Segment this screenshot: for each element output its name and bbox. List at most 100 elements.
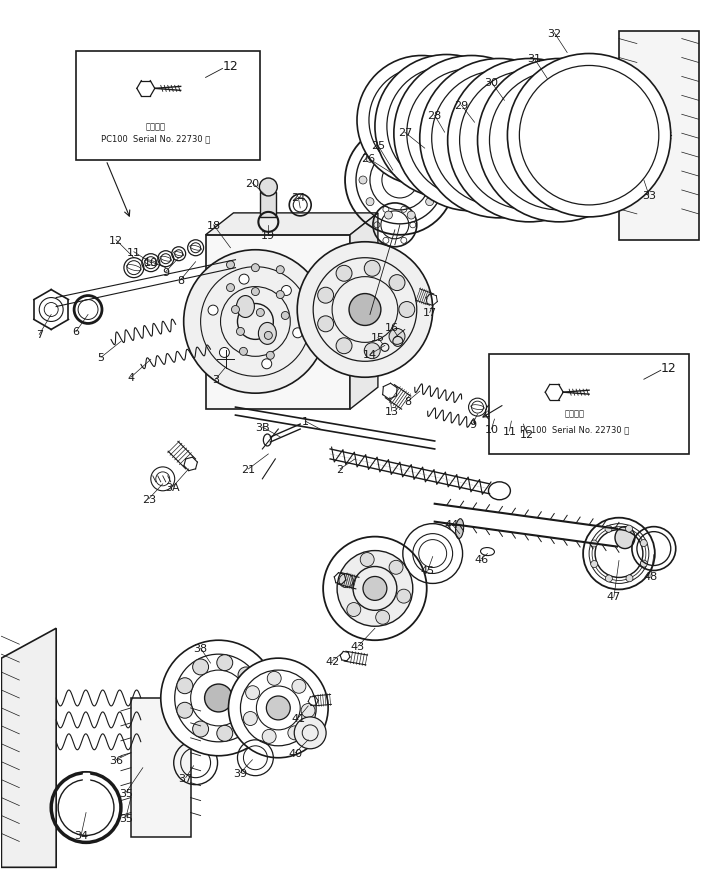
Text: 43: 43 xyxy=(351,642,365,651)
Circle shape xyxy=(389,276,405,291)
Text: 10: 10 xyxy=(144,257,158,268)
Text: 8: 8 xyxy=(177,276,184,285)
Circle shape xyxy=(360,553,374,567)
Text: 6: 6 xyxy=(73,327,80,337)
Text: 3B: 3B xyxy=(255,422,270,433)
Text: 3: 3 xyxy=(212,375,219,385)
Circle shape xyxy=(364,261,380,277)
Polygon shape xyxy=(131,698,190,838)
Circle shape xyxy=(208,306,218,316)
Text: 45: 45 xyxy=(421,565,435,576)
Circle shape xyxy=(228,658,328,758)
Text: 15: 15 xyxy=(371,333,385,343)
Text: 39: 39 xyxy=(233,768,247,778)
Circle shape xyxy=(640,560,647,567)
Text: 11: 11 xyxy=(503,427,516,436)
Circle shape xyxy=(247,690,262,706)
Circle shape xyxy=(257,309,265,317)
Text: 12: 12 xyxy=(222,60,238,73)
Bar xyxy=(260,193,277,218)
Circle shape xyxy=(177,702,193,718)
Circle shape xyxy=(282,313,289,320)
Circle shape xyxy=(407,212,415,220)
Circle shape xyxy=(238,713,254,729)
Circle shape xyxy=(262,359,272,370)
Text: PC100  Serial No. 22730 ～: PC100 Serial No. 22730 ～ xyxy=(101,134,210,143)
Text: 37: 37 xyxy=(178,773,193,783)
Circle shape xyxy=(238,667,254,683)
Circle shape xyxy=(243,712,257,725)
Circle shape xyxy=(336,266,352,282)
Bar xyxy=(490,355,689,455)
Circle shape xyxy=(318,316,334,333)
Circle shape xyxy=(626,575,633,582)
Text: 12: 12 xyxy=(520,429,535,440)
Circle shape xyxy=(433,176,441,184)
Circle shape xyxy=(431,71,567,206)
Circle shape xyxy=(265,332,272,340)
Circle shape xyxy=(407,142,415,150)
Circle shape xyxy=(364,343,380,359)
Text: 31: 31 xyxy=(528,54,541,64)
Ellipse shape xyxy=(488,482,511,500)
Text: 13: 13 xyxy=(385,407,399,417)
Text: 19: 19 xyxy=(261,231,275,241)
Circle shape xyxy=(399,302,415,318)
Circle shape xyxy=(323,537,426,640)
Circle shape xyxy=(239,275,249,284)
Circle shape xyxy=(267,696,290,720)
Circle shape xyxy=(478,60,641,223)
Circle shape xyxy=(366,155,374,163)
Circle shape xyxy=(240,348,247,356)
Text: 26: 26 xyxy=(361,154,375,164)
Text: 3A: 3A xyxy=(165,482,180,493)
Polygon shape xyxy=(619,32,699,241)
Circle shape xyxy=(591,561,597,568)
Circle shape xyxy=(426,198,434,206)
Text: 9: 9 xyxy=(162,267,169,277)
Circle shape xyxy=(363,577,387,601)
Circle shape xyxy=(318,288,334,304)
Circle shape xyxy=(193,659,209,675)
Circle shape xyxy=(640,540,647,547)
Text: 10: 10 xyxy=(484,425,498,435)
Circle shape xyxy=(448,60,611,223)
Circle shape xyxy=(252,288,260,296)
Polygon shape xyxy=(350,213,378,410)
Circle shape xyxy=(267,352,275,360)
Circle shape xyxy=(232,306,240,314)
Ellipse shape xyxy=(263,435,272,446)
Text: 25: 25 xyxy=(371,141,385,151)
Circle shape xyxy=(277,291,284,299)
Text: 28: 28 xyxy=(428,112,442,121)
Text: 12: 12 xyxy=(109,235,123,246)
Text: 21: 21 xyxy=(242,464,255,474)
Circle shape xyxy=(508,54,671,218)
Ellipse shape xyxy=(615,527,635,549)
Circle shape xyxy=(267,672,281,686)
Text: 18: 18 xyxy=(207,220,220,231)
Text: 9: 9 xyxy=(469,420,476,429)
Circle shape xyxy=(282,286,292,296)
Circle shape xyxy=(277,266,284,274)
Text: 11: 11 xyxy=(127,248,141,257)
Polygon shape xyxy=(1,629,56,867)
Ellipse shape xyxy=(456,519,463,539)
Circle shape xyxy=(387,68,506,187)
Circle shape xyxy=(397,589,411,603)
Circle shape xyxy=(184,250,327,393)
Circle shape xyxy=(394,56,549,212)
Text: 42: 42 xyxy=(325,657,339,666)
Circle shape xyxy=(288,726,302,740)
Text: 44: 44 xyxy=(444,519,458,529)
Circle shape xyxy=(460,71,599,211)
Circle shape xyxy=(237,328,245,336)
Circle shape xyxy=(420,60,579,219)
Text: 24: 24 xyxy=(291,193,305,203)
Text: 40: 40 xyxy=(288,748,302,758)
Circle shape xyxy=(376,610,389,624)
Circle shape xyxy=(339,574,353,588)
Text: 35: 35 xyxy=(119,813,133,823)
Text: 27: 27 xyxy=(398,128,412,138)
Text: 適用号番: 適用号番 xyxy=(145,123,166,132)
